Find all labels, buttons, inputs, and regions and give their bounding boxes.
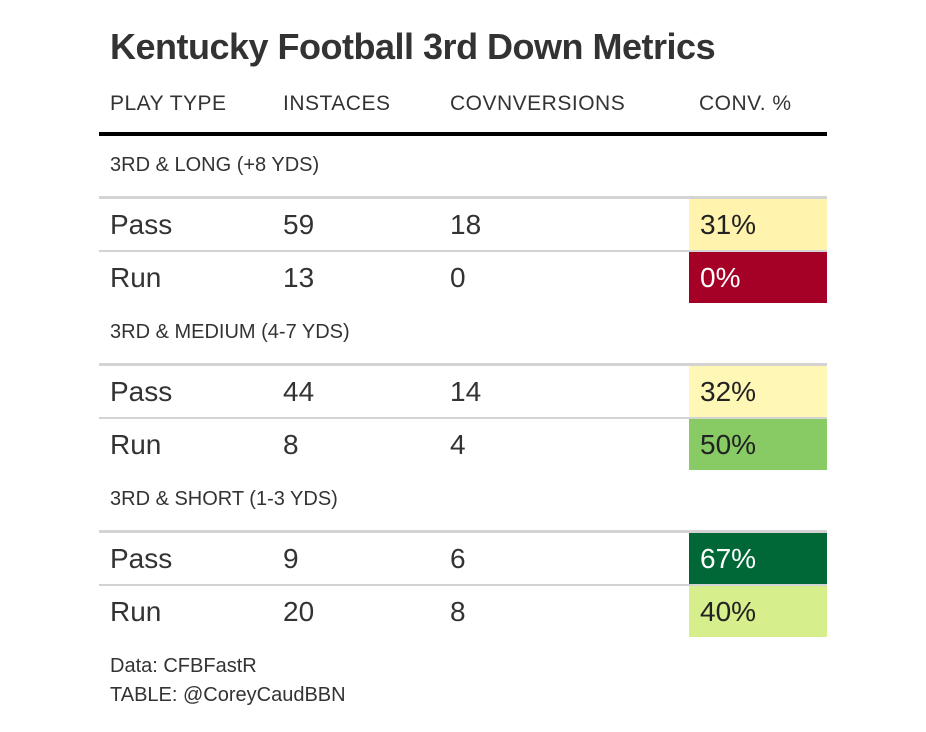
group-label-row: 3RD & SHORT (1-3 YDS) [99,470,827,533]
instances-cell: 59 [283,208,315,240]
conv-pct-cell: 50% [689,419,827,470]
conv-pct-cell: 32% [689,366,827,417]
conversions-cell: 8 [450,595,466,627]
column-header-conv-pct: CONV. % [699,92,792,115]
group-label-row: 3RD & MEDIUM (4-7 YDS) [99,303,827,366]
table-row: Run 13 0 0% [99,252,827,303]
table-row: Pass 9 6 67% [99,533,827,586]
play-type-cell: Run [110,261,162,293]
group-label: 3RD & MEDIUM (4-7 YDS) [110,321,350,343]
group-label-row: 3RD & LONG (+8 YDS) [99,136,827,199]
table-row: Run 20 8 40% [99,586,827,637]
page-title: Kentucky Football 3rd Down Metrics [110,26,716,67]
play-type-cell: Pass [110,542,173,574]
instances-cell: 44 [283,375,315,407]
play-type-cell: Run [110,428,162,460]
conversions-cell: 0 [450,261,466,293]
column-header-play-type: PLAY TYPE [110,92,227,115]
column-header-conversions: COVNVERSIONS [450,92,626,115]
footer: Data: CFBFastR TABLE: @CoreyCaudBBN [110,652,346,710]
play-type-cell: Pass [110,375,173,407]
instances-cell: 20 [283,595,315,627]
conversions-cell: 4 [450,428,466,460]
table-body: 3RD & LONG (+8 YDS) Pass 59 18 31% Run 13 0 0% 3R… [99,136,827,637]
table-row: Pass 59 18 31% [99,199,827,252]
conv-pct-cell: 67% [689,533,827,584]
conv-pct-cell: 31% [689,199,827,250]
instances-cell: 8 [283,428,299,460]
instances-cell: 13 [283,261,315,293]
group-label: 3RD & SHORT (1-3 YDS) [110,488,338,510]
play-type-cell: Pass [110,208,173,240]
metrics-table: PLAY TYPE INSTACES COVNVERSIONS CONV. % … [99,88,827,637]
instances-cell: 9 [283,542,299,574]
table-credit-note: TABLE: @CoreyCaudBBN [110,684,346,706]
data-source-note: Data: CFBFastR [110,655,257,677]
group-label: 3RD & LONG (+8 YDS) [110,154,320,176]
play-type-cell: Run [110,595,162,627]
column-header-row: PLAY TYPE INSTACES COVNVERSIONS CONV. % [99,88,827,136]
conversions-cell: 6 [450,542,466,574]
conv-pct-cell: 40% [689,586,827,637]
table-row: Run 8 4 50% [99,419,827,470]
column-header-instances: INSTACES [283,92,391,115]
conversions-cell: 14 [450,375,482,407]
conversions-cell: 18 [450,208,482,240]
table-row: Pass 44 14 32% [99,366,827,419]
conv-pct-cell: 0% [689,252,827,303]
